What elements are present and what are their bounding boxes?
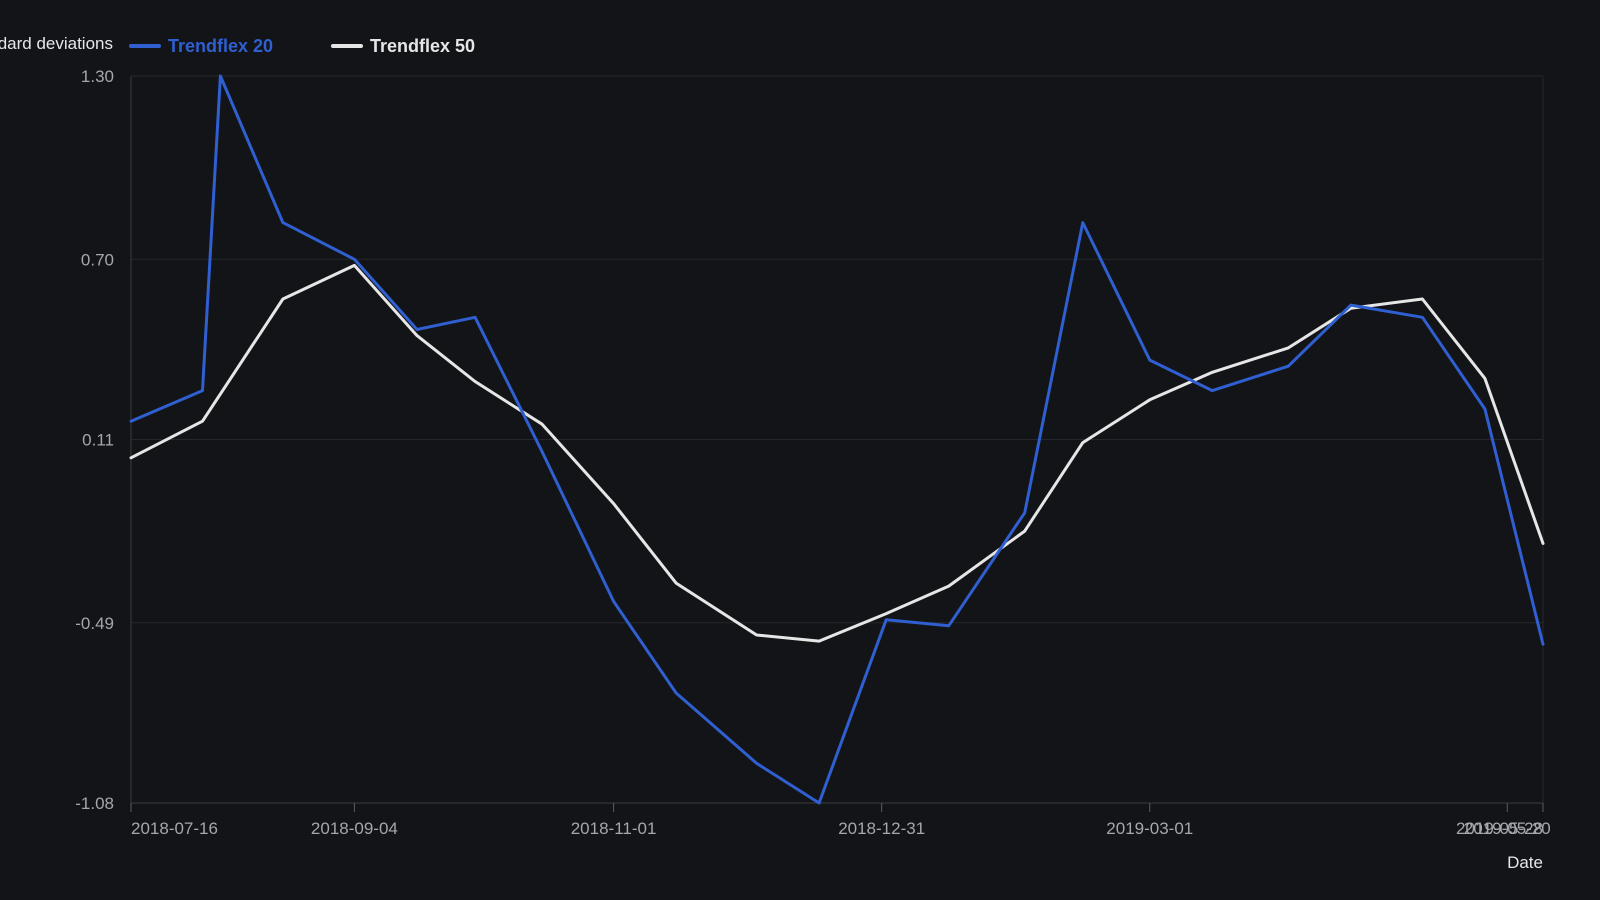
- legend-item[interactable]: Trendflex 20: [129, 36, 273, 56]
- x-axis-title: Date: [1507, 853, 1543, 872]
- y-tick-label: -0.49: [75, 614, 114, 633]
- y-axis-title: Standard deviations: [0, 34, 113, 53]
- x-tick-label: 2018-07-16: [131, 819, 218, 838]
- series-line-trendflex-50: [129, 263, 1545, 643]
- x-tick-label: 2019-05-20: [1464, 819, 1551, 838]
- y-tick-label: 0.11: [82, 431, 114, 450]
- y-tick-label: 1.30: [81, 67, 114, 86]
- x-tick-label: 2018-11-01: [571, 819, 657, 838]
- series-lines: [129, 74, 1545, 805]
- legend: Trendflex 20 Trendflex 50: [129, 36, 475, 56]
- x-tick-label: 2019-05-28: [1456, 819, 1543, 838]
- grid-lines: [131, 75, 1544, 804]
- y-tick-label: -1.08: [75, 794, 114, 813]
- legend-label: Trendflex 20: [168, 36, 273, 56]
- x-tick-label: 2019-03-01: [1106, 819, 1193, 838]
- legend-label: Trendflex 50: [370, 36, 475, 56]
- series-line-trendflex-20: [129, 74, 1545, 805]
- y-tick-label: 0.70: [81, 250, 114, 269]
- legend-item[interactable]: Trendflex 50: [331, 36, 475, 56]
- x-tick-label: 2018-12-31: [838, 819, 925, 838]
- x-tick-label: 2018-09-04: [311, 819, 398, 838]
- axes: 1.30 0.70 0.11 -0.49 -1.08 2018-07-16 2018-09-…: [0, 34, 1551, 872]
